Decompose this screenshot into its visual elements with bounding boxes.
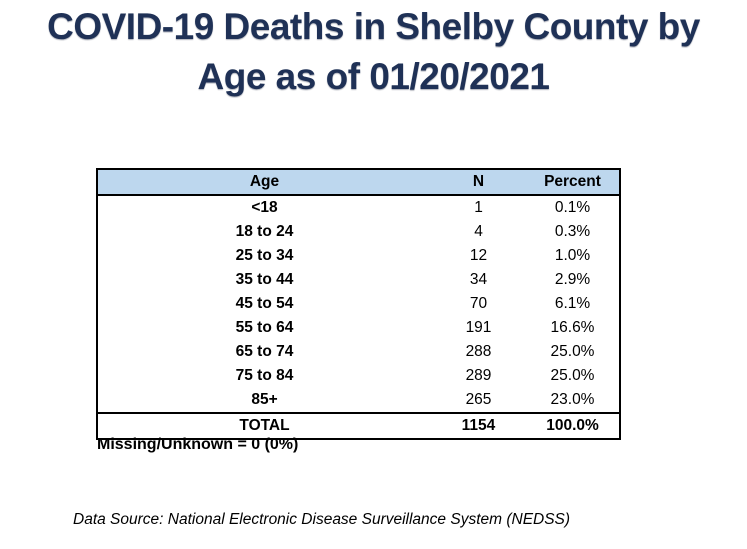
cell-age: 65 to 74	[235, 343, 294, 360]
page-title-line2: Age as of 01/20/2021	[197, 56, 551, 97]
cell-n: 1154	[431, 412, 526, 439]
cell-percent: 6.1%	[554, 295, 591, 312]
cell-percent: 25.0%	[550, 343, 595, 360]
cell-n: 1	[474, 199, 483, 216]
table-row: 25 to 34 12 1.0%	[97, 244, 620, 268]
page-title: COVID-19 Deaths in Shelby County by Age …	[0, 2, 747, 102]
cell-percent: 100.0%	[526, 412, 620, 439]
cell-percent: 0.3%	[554, 223, 591, 240]
cell-n: 191	[465, 319, 492, 336]
cell-age: 18 to 24	[235, 223, 294, 240]
table-row: 65 to 74 288 25.0%	[97, 340, 620, 364]
table-row: 45 to 54 70 6.1%	[97, 292, 620, 316]
table-row: 55 to 64 191 16.6%	[97, 316, 620, 340]
cell-n: 288	[465, 343, 492, 360]
cell-age: 35 to 44	[235, 271, 294, 288]
cell-n: 289	[465, 367, 492, 384]
cell-age: 25 to 34	[235, 247, 294, 264]
column-header-n: N	[431, 169, 526, 196]
table-row: 18 to 24 4 0.3%	[97, 220, 620, 244]
cell-n: 70	[469, 295, 488, 312]
cell-age: 75 to 84	[235, 367, 294, 384]
cell-age: TOTAL	[97, 412, 431, 439]
column-header-age: Age	[97, 169, 431, 196]
cell-percent: 25.0%	[550, 367, 595, 384]
column-header-percent: Percent	[526, 169, 620, 196]
table-row: 35 to 44 34 2.9%	[97, 268, 620, 292]
cell-n: 4	[474, 223, 483, 240]
table-row: <18 1 0.1%	[97, 195, 620, 220]
cell-percent: 16.6%	[550, 319, 595, 336]
cell-n: 12	[469, 247, 488, 264]
cell-n: 265	[465, 391, 492, 408]
table-body: <18 1 0.1% 18 to 24 4 0.3% 25 to 34 12 1.0% 35 to…	[97, 195, 620, 439]
cell-percent: 0.1%	[554, 199, 591, 216]
data-source-note: Data Source: National Electronic Disease…	[73, 511, 571, 528]
table-row: 85+ 265 23.0%	[97, 388, 620, 413]
table-row: 75 to 84 289 25.0%	[97, 364, 620, 388]
page-title-line1: COVID-19 Deaths in Shelby County by	[47, 6, 700, 47]
cell-age: 55 to 64	[235, 319, 294, 336]
table-total-row: TOTAL 1154 100.0%	[97, 412, 620, 439]
table-header-row: Age N Percent	[97, 169, 620, 196]
cell-age: <18	[251, 199, 278, 216]
cell-percent: 2.9%	[554, 271, 591, 288]
cell-n: 34	[469, 271, 488, 288]
missing-unknown-note: Missing/Unknown = 0 (0%)	[97, 436, 299, 453]
cell-percent: 23.0%	[550, 391, 595, 408]
deaths-by-age-table: Age N Percent <18 1 0.1% 18 to 24 4 0.3% 25 to…	[96, 168, 621, 440]
cell-age: 85+	[251, 391, 278, 408]
cell-age: 45 to 54	[235, 295, 294, 312]
cell-percent: 1.0%	[554, 247, 591, 264]
